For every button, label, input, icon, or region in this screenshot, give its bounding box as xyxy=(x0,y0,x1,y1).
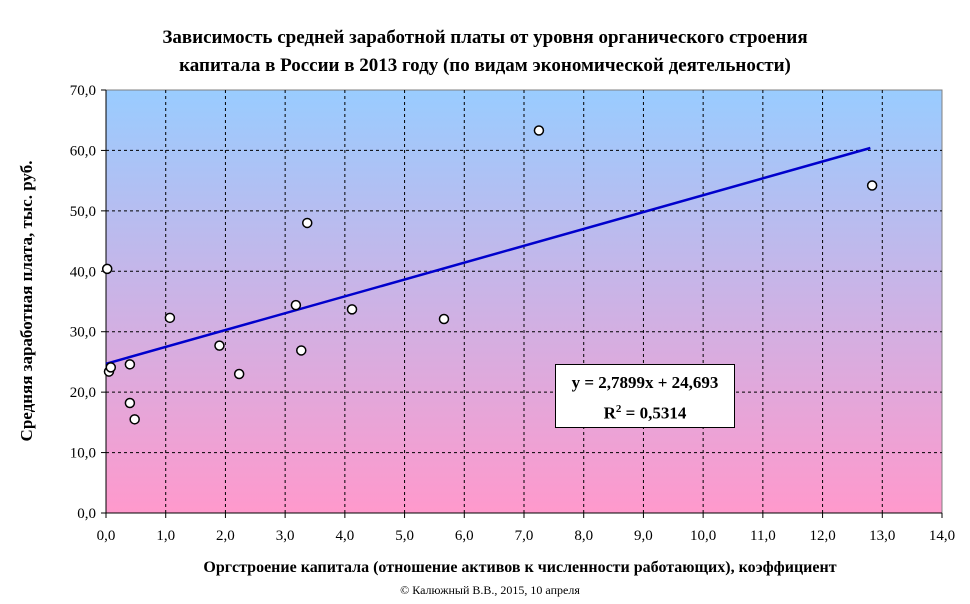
r-squared-letter: R xyxy=(603,403,616,423)
y-tick-label: 70,0 xyxy=(70,83,96,99)
tick-labels: 0,0 1,0 2,0 3,0 4,0 5,0 6,0 7,0 8,0 9,0 10,0 11,0 12… xyxy=(70,83,955,544)
y-tick-label: 40,0 xyxy=(70,264,96,280)
y-tick-label: 0,0 xyxy=(77,506,96,522)
regression-equation-box: y = 2,7899x + 24,693 R2 = 0,5314 xyxy=(555,364,735,428)
data-point xyxy=(105,362,117,373)
x-tick-label: 14,0 xyxy=(929,528,955,544)
x-tick-label: 6,0 xyxy=(455,528,474,544)
data-point xyxy=(296,345,307,356)
data-point xyxy=(346,304,358,315)
chart-title-line1: Зависимость средней заработной платы от … xyxy=(162,27,808,48)
data-point xyxy=(164,312,176,324)
data-point xyxy=(301,217,313,229)
x-tick-label: 3,0 xyxy=(276,528,295,544)
data-point xyxy=(290,299,302,311)
r-squared: R2 = 0,5314 xyxy=(556,396,734,427)
trendline-group xyxy=(105,146,871,365)
y-tick-label: 20,0 xyxy=(70,385,96,401)
data-point xyxy=(533,125,545,136)
x-tick-label: 1,0 xyxy=(156,528,175,544)
trendline xyxy=(105,146,871,365)
data-point xyxy=(124,359,136,370)
y-axis-label: Средняя заработная плата, тыс. руб. xyxy=(17,160,36,442)
data-point xyxy=(866,180,878,191)
r-squared-value: = 0,5314 xyxy=(621,403,687,423)
y-tick-label: 30,0 xyxy=(70,325,96,341)
grid-lines xyxy=(106,90,942,513)
data-point xyxy=(124,397,136,409)
x-tick-label: 9,0 xyxy=(634,528,653,544)
data-point xyxy=(101,263,113,275)
x-tick-label: 0,0 xyxy=(97,528,116,544)
data-points xyxy=(101,125,878,425)
y-tick-label: 10,0 xyxy=(70,446,96,462)
x-tick-label: 2,0 xyxy=(216,528,235,544)
data-point xyxy=(438,313,450,325)
data-point xyxy=(129,414,140,425)
chart-title: Зависимость средней заработной платы от … xyxy=(60,24,910,80)
x-tick-label: 10,0 xyxy=(690,528,716,544)
x-tick-label: 5,0 xyxy=(395,528,414,544)
x-tick-label: 11,0 xyxy=(750,528,776,544)
x-tick-label: 4,0 xyxy=(335,528,354,544)
axes xyxy=(101,89,943,518)
x-tick-label: 12,0 xyxy=(809,528,835,544)
x-tick-label: 13,0 xyxy=(869,528,895,544)
x-tick-label: 8,0 xyxy=(574,528,593,544)
x-tick-label: 7,0 xyxy=(515,528,534,544)
x-axis-label: Оргстроение капитала (отношение активов … xyxy=(203,559,837,576)
data-point xyxy=(233,368,245,380)
y-tick-label: 50,0 xyxy=(70,204,96,220)
y-tick-label: 60,0 xyxy=(70,143,96,159)
r-squared-sup: 2 xyxy=(615,403,622,415)
data-point xyxy=(214,340,225,351)
copyright: © Калюжный В.В., 2015, 10 апреля xyxy=(400,583,580,597)
chart-title-line2: капитала в России в 2013 году (по видам … xyxy=(179,55,791,76)
regression-equation: y = 2,7899x + 24,693 xyxy=(571,373,719,392)
